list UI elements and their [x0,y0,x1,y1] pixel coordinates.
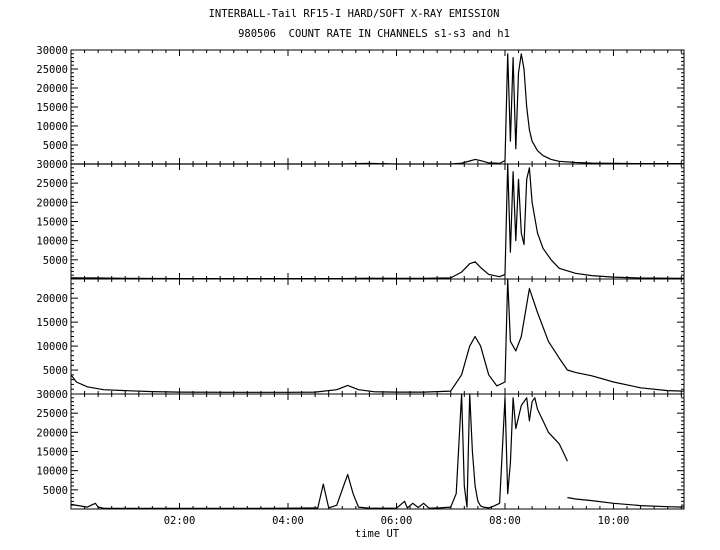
y-tick-label: 10000 [36,341,68,353]
y-tick-label: 20000 [36,197,68,209]
y-tick-label: 5000 [43,485,68,497]
y-tick-label: 5000 [43,365,68,377]
x-tick-label: 06:00 [381,515,413,527]
x-tick-label: 04:00 [272,515,304,527]
x-tick-label: 08:00 [489,515,521,527]
y-tick-label: 20000 [36,427,68,439]
chart-title: INTERBALL-Tail RF15-I HARD/SOFT X-RAY EM… [208,8,500,20]
y-tick-label: 15000 [36,447,68,459]
panel-frame [70,393,685,510]
series-line [567,496,685,508]
panel-frame [70,163,685,280]
y-tick-label: 5000 [43,140,68,152]
y-tick-label: 10000 [36,236,68,248]
x-axis-label: time UT [355,528,400,540]
y-tick-label: 25000 [36,64,68,76]
y-tick-label: 30000 [36,389,68,401]
y-tick-label: 25000 [36,178,68,190]
y-tick-label: 15000 [36,217,68,229]
y-tick-label: 5000 [43,255,68,267]
series-line [70,393,568,509]
y-tick-label: 25000 [36,408,68,420]
series-line [71,53,684,165]
x-tick-label: 10:00 [598,515,630,527]
y-tick-label: 20000 [36,293,68,305]
y-tick-label: 15000 [36,317,68,329]
x-tick-label: 02:00 [164,515,196,527]
chart-subtitle: 980506 COUNT RATE IN CHANNELS s1-s3 and … [238,28,510,40]
y-tick-label: 10000 [36,121,68,133]
y-tick-label: 15000 [36,102,68,114]
y-tick-label: 10000 [36,466,68,478]
y-tick-label: 30000 [36,45,68,57]
y-tick-label: 30000 [36,159,68,171]
y-tick-label: 20000 [36,83,68,95]
panel-frame [70,278,685,395]
panel-frame [70,49,685,165]
series-line [70,163,685,280]
series-line [70,278,685,393]
